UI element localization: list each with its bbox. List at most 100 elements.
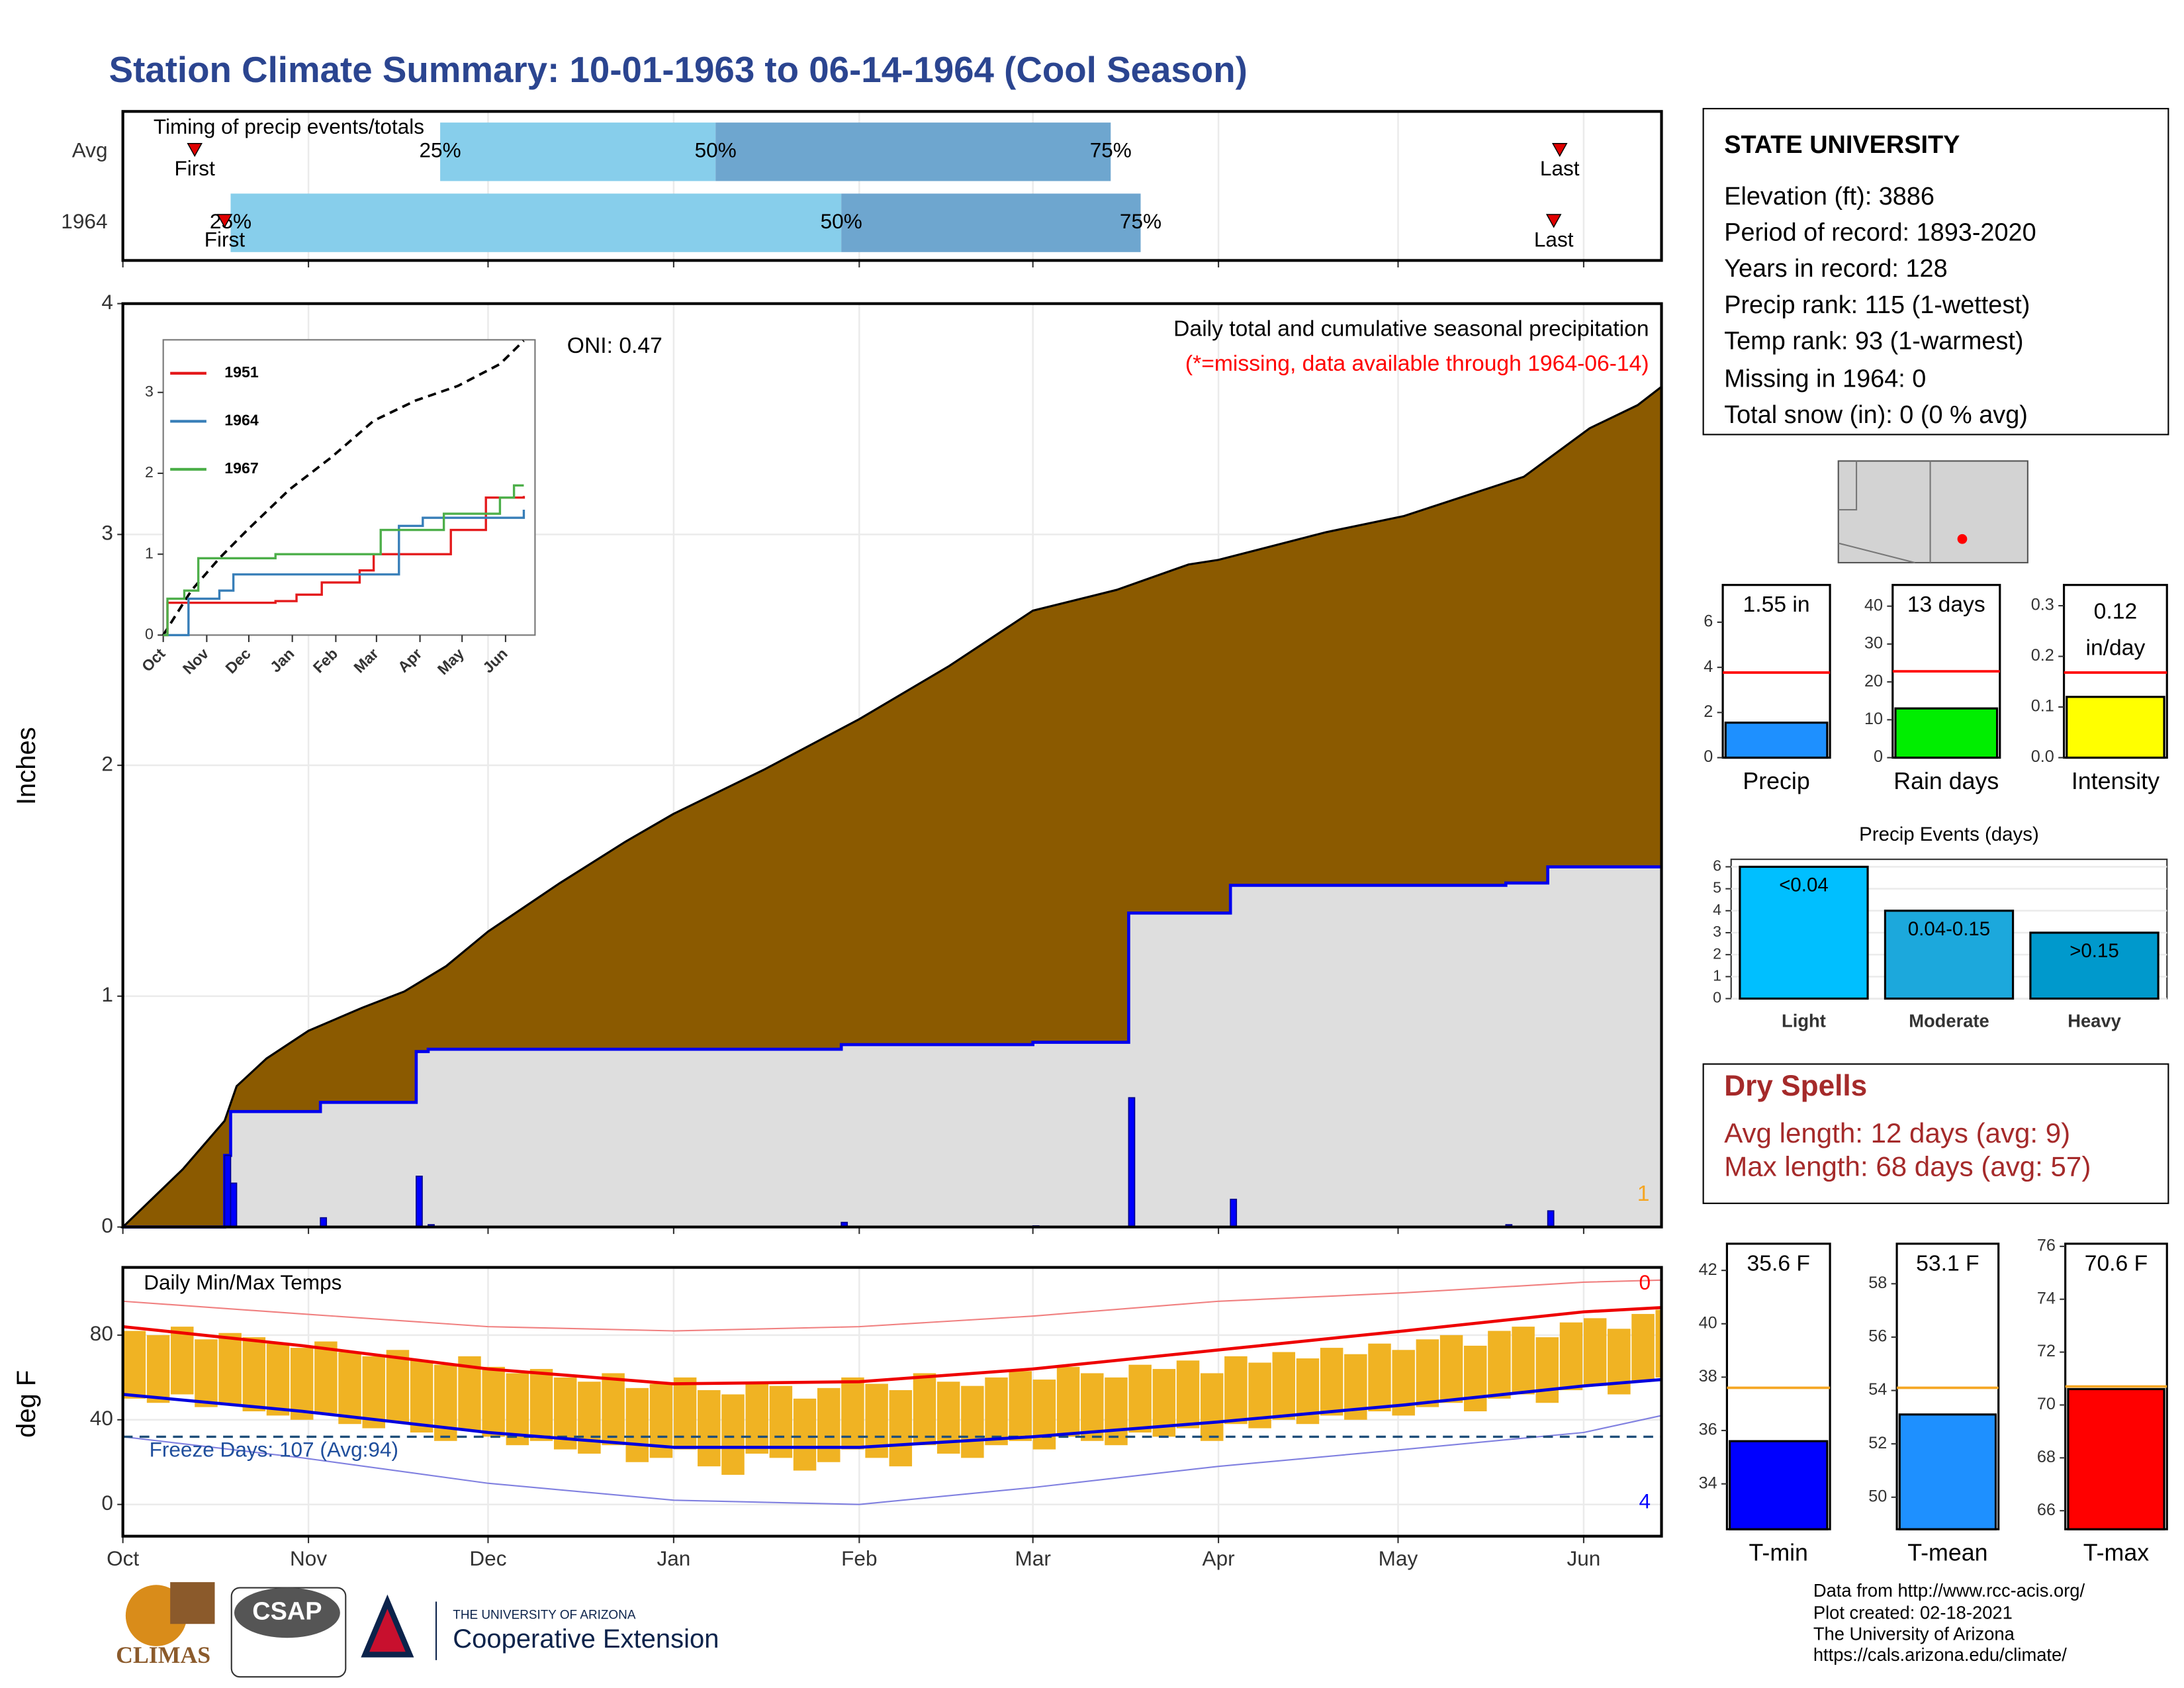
- y-tick-label: 52: [1868, 1434, 1887, 1452]
- temp-bar: [290, 1348, 314, 1420]
- map-land: [1837, 460, 2028, 564]
- temp-bar: [1463, 1345, 1487, 1412]
- temp-bar: [602, 1373, 625, 1446]
- y-tick-label: 0.0: [2031, 747, 2054, 766]
- temp-bar: [1368, 1343, 1391, 1412]
- x-tick-label: Light: [1782, 1011, 1826, 1031]
- x-tick-label: Jan: [657, 1546, 690, 1570]
- station-line: Precip rank: 115 (1-wettest): [1724, 291, 2030, 319]
- y-tick-label: 5: [1713, 879, 1721, 896]
- panel-title: Daily Min/Max Temps: [144, 1270, 341, 1294]
- daily-bar: [224, 1154, 232, 1228]
- panel-title: Daily total and cumulative seasonal prec…: [1173, 317, 1649, 342]
- temp-bar: [1105, 1377, 1128, 1446]
- temp-bar: [578, 1382, 601, 1454]
- temp-bar: [171, 1327, 194, 1395]
- temp-bar: [1272, 1352, 1296, 1420]
- temp-bar: [410, 1360, 433, 1432]
- y-tick-label: 54: [1868, 1380, 1887, 1399]
- stat-label: T-mean: [1907, 1539, 1987, 1566]
- temp-bar: [841, 1377, 864, 1450]
- x-tick-label: Jun: [1567, 1546, 1600, 1570]
- temp-bar: [745, 1382, 768, 1454]
- y-tick-label: 0.3: [2031, 596, 2054, 614]
- y-tick-label: Avg: [72, 138, 108, 162]
- stat-label: Precip: [1743, 768, 1809, 794]
- logo-shape: [361, 1594, 414, 1658]
- record-line: [122, 1279, 1662, 1332]
- stat-bar: [1898, 1413, 1997, 1530]
- y-tick-label: 0: [1874, 747, 1883, 766]
- station-line: Missing in 1964: 0: [1724, 365, 1926, 393]
- y-tick-label: 38: [1699, 1367, 1717, 1385]
- event-label: First: [175, 156, 216, 180]
- temp-bar: [1559, 1322, 1583, 1391]
- event-label: First: [205, 227, 246, 251]
- y-tick-label: 3: [1713, 923, 1721, 940]
- panel-title: Timing of precip events/totals: [154, 115, 424, 138]
- logo-text: THE UNIVERSITY OF ARIZONA: [453, 1609, 636, 1622]
- y-tick-label: 42: [1699, 1260, 1717, 1279]
- station-name: STATE UNIVERSITY: [1724, 131, 1960, 159]
- y-tick-label: 4: [1704, 657, 1713, 676]
- panel-frame: [121, 110, 1663, 262]
- y-tick-label: 0: [1704, 747, 1713, 766]
- station-line: Total snow (in): 0 (0 % avg): [1724, 401, 2028, 429]
- y-tick-label: 70: [2037, 1395, 2056, 1413]
- percent-label: 25%: [210, 209, 251, 233]
- stat-bar: [2067, 1387, 2165, 1530]
- x-tick-label: Mar: [1015, 1546, 1050, 1570]
- map-border: [1838, 461, 1931, 564]
- temp-bar: [314, 1341, 338, 1414]
- dry-spells-line: Avg length: 12 days (avg: 9): [1724, 1117, 2070, 1149]
- logos: CLIMAS CSAP THE UNIVERSITY OF ARIZONA Co…: [116, 1582, 719, 1678]
- temp-bar: [1176, 1360, 1200, 1429]
- y-tick-label: 30: [1864, 634, 1883, 653]
- y-tick-label: 36: [1699, 1421, 1717, 1439]
- temp-bar: [1320, 1348, 1343, 1416]
- series-line: [163, 509, 525, 637]
- station-line: Period of record: 1893-2020: [1724, 218, 2036, 246]
- y-tick-label: 56: [1868, 1327, 1887, 1346]
- y-tick-label: 1: [1713, 966, 1721, 984]
- temp-bar: [386, 1350, 410, 1423]
- temp-bar: [242, 1337, 266, 1412]
- y-tick-label: 1: [101, 982, 113, 1006]
- y-tick-label: 4: [101, 290, 113, 314]
- temp-bar: [1056, 1366, 1080, 1437]
- event-label: Last: [1540, 156, 1580, 180]
- logo-shape: [234, 1587, 340, 1638]
- temp-bar: [482, 1366, 505, 1437]
- y-tick-label: 1964: [61, 209, 107, 233]
- x-tick-label: Moderate: [1909, 1011, 1989, 1031]
- annotation: ONI: 0.47: [567, 334, 662, 358]
- temp-bar: [195, 1339, 218, 1407]
- stat-bar: [2066, 696, 2165, 759]
- y-tick-label: 74: [2037, 1289, 2056, 1307]
- credit: Data from http://www.rcc-acis.org/: [1813, 1580, 2085, 1601]
- y-tick-label: 1: [145, 544, 154, 561]
- temp-bar: [1200, 1373, 1224, 1441]
- y-tick-label: 10: [1864, 710, 1883, 728]
- panel-frame: [121, 1266, 1663, 1538]
- y-tick-label: 68: [2037, 1448, 2056, 1466]
- value-label: 70.6 F: [2085, 1251, 2148, 1276]
- series-line: [163, 496, 525, 637]
- y-axis-label: deg F: [12, 1370, 41, 1438]
- value-label: 53.1 F: [1916, 1251, 1979, 1276]
- temp-bar: [1416, 1339, 1439, 1407]
- y-tick-label: 2: [101, 751, 113, 775]
- y-tick-label: 3: [145, 383, 154, 400]
- credit: The University of Arizona: [1813, 1623, 2015, 1644]
- record-count: 0: [1639, 1270, 1651, 1294]
- y-tick-label: 76: [2037, 1237, 2056, 1255]
- y-tick-label: 0: [101, 1213, 113, 1237]
- daily-bar: [1128, 1097, 1136, 1228]
- locator-map: [1837, 460, 2028, 564]
- credit: https://cals.arizona.edu/climate/: [1813, 1644, 2067, 1665]
- temp-bar: [1655, 1309, 1661, 1378]
- quartile-bar: [841, 193, 1141, 252]
- percent-label: 25%: [420, 138, 461, 162]
